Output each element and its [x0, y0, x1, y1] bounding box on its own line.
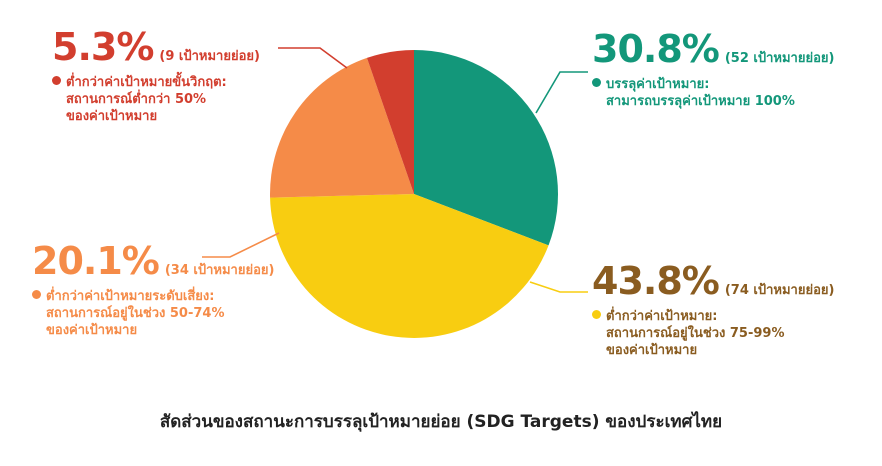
pie-slice — [414, 50, 558, 246]
count-label: (52 เป้าหมายย่อย) — [724, 51, 835, 66]
count-label: (74 เป้าหมายย่อย) — [724, 283, 835, 298]
legend-dot — [32, 290, 41, 299]
description-line: สถานการณ์อยู่ในช่วง 75-99% — [606, 326, 785, 341]
count-label: (34 เป้าหมายย่อย) — [164, 263, 275, 278]
callout-at-risk: 20.1% (34 เป้าหมายย่อย) ต่ำกว่าค่าเป้าหมา… — [32, 242, 274, 339]
percent-label: 30.8% — [592, 27, 720, 71]
legend-dot — [592, 78, 601, 87]
category-label: บรรลุค่าเป้าหมาย: — [606, 77, 710, 92]
description-line: ของค่าเป้าหมาย — [46, 323, 138, 338]
pie-slice — [366, 50, 414, 194]
pie-slice — [270, 194, 549, 338]
description-line: ของค่าเป้าหมาย — [66, 109, 158, 124]
callout-critical: 5.3% (9 เป้าหมายย่อย) ต่ำกว่าค่าเป้าหมายข… — [52, 28, 260, 125]
description-line: สถานการณ์อยู่ในช่วง 50-74% — [46, 306, 225, 321]
count-label: (9 เป้าหมายย่อย) — [159, 49, 260, 64]
callout-below-target: 43.8% (74 เป้าหมายย่อย) ต่ำกว่าค่าเป้าหมา… — [592, 262, 834, 359]
pie-slice — [270, 57, 414, 198]
leader-line — [529, 281, 588, 293]
leader-line — [535, 71, 588, 114]
chart-title: สัดส่วนของสถานะการบรรลุเป้าหมายย่อย (SDG… — [159, 412, 723, 432]
category-label: ต่ำกว่าค่าเป้าหมายระดับเสี่ยง: — [46, 289, 215, 304]
description-line: สามารถบรรลุค่าเป้าหมาย 100% — [606, 94, 795, 109]
leader-line — [202, 232, 280, 258]
legend-dot — [52, 76, 61, 85]
percent-label: 5.3% — [52, 25, 154, 69]
leader-line — [278, 47, 348, 69]
percent-label: 20.1% — [32, 239, 160, 283]
percent-label: 43.8% — [592, 259, 720, 303]
description-line: ของค่าเป้าหมาย — [606, 343, 698, 358]
category-label: ต่ำกว่าค่าเป้าหมาย: — [606, 309, 718, 324]
category-label: ต่ำกว่าค่าเป้าหมายขั้นวิกฤต: — [66, 75, 227, 90]
legend-dot — [592, 310, 601, 319]
description-line: สถานการณ์ต่ำกว่า 50% — [66, 92, 207, 107]
callout-achieved: 30.8% (52 เป้าหมายย่อย) บรรลุค่าเป้าหมาย:… — [592, 30, 834, 110]
